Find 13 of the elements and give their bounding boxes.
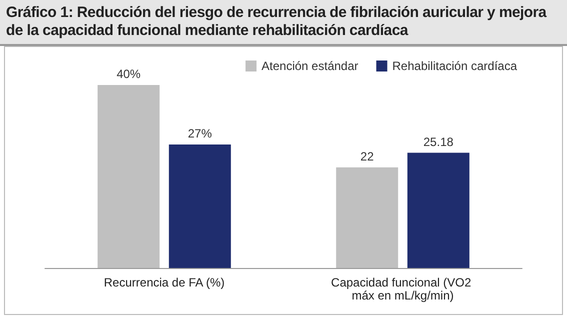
x-tick-label: Recurrencia de FA (%) xyxy=(104,276,225,290)
legend-label: Rehabilitación cardíaca xyxy=(392,59,518,73)
bar xyxy=(98,85,160,268)
x-tick-label: Capacidad funcional (VO2 máx en mL/kg/min) xyxy=(331,276,474,302)
data-label: 25.18 xyxy=(423,134,454,149)
data-label: 22 xyxy=(360,149,374,164)
chart-title: Gráfico 1: Reducción del riesgo de recurrencia de fibrilación auricular y mejora de la capacidad funcional mediante rehabilitación cardíaca xyxy=(0,0,567,46)
data-label: 27% xyxy=(188,126,212,140)
bar xyxy=(336,167,398,268)
bar xyxy=(168,144,231,268)
data-label: 40% xyxy=(116,67,141,81)
legend-label: Atención estándar xyxy=(262,59,358,73)
bar xyxy=(407,152,470,268)
